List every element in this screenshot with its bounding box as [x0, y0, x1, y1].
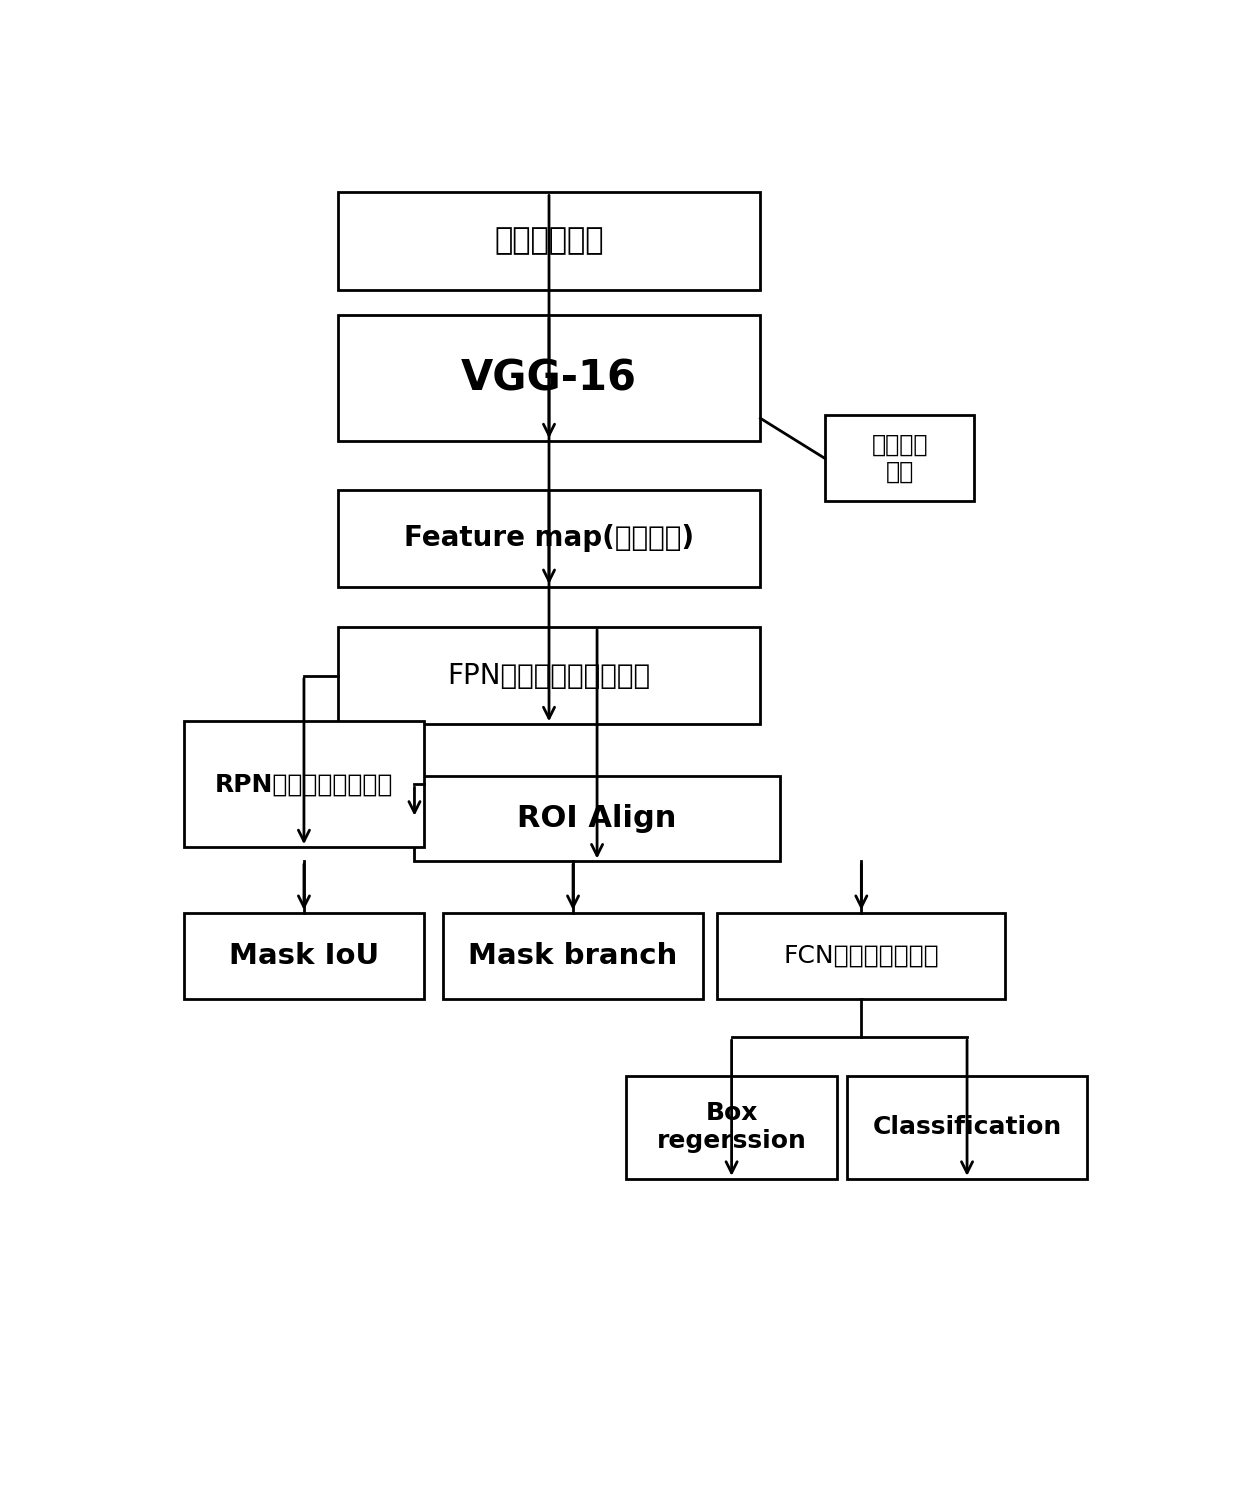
FancyBboxPatch shape [444, 913, 703, 998]
Text: Mask branch: Mask branch [469, 941, 678, 970]
Text: Classification: Classification [873, 1115, 1061, 1139]
Text: VGG-16: VGG-16 [461, 358, 637, 399]
FancyBboxPatch shape [717, 913, 1006, 998]
FancyBboxPatch shape [337, 490, 760, 587]
Text: Feature map(特征图谱): Feature map(特征图谱) [404, 524, 694, 552]
Text: FPN（特征金字塔网络）: FPN（特征金字塔网络） [448, 662, 651, 689]
Text: RPN（区域建议网络）: RPN（区域建议网络） [215, 772, 393, 796]
FancyBboxPatch shape [184, 722, 424, 846]
Text: 加入迁移
学习: 加入迁移 学习 [872, 432, 928, 484]
FancyBboxPatch shape [414, 775, 780, 861]
FancyBboxPatch shape [337, 315, 760, 441]
Text: FCN（全卷积网络）: FCN（全卷积网络） [784, 944, 939, 968]
FancyBboxPatch shape [626, 1075, 837, 1179]
Text: 输入医学图像: 输入医学图像 [495, 227, 604, 255]
FancyBboxPatch shape [337, 627, 760, 725]
Text: Box
regerssion: Box regerssion [657, 1102, 806, 1154]
Text: ROI Align: ROI Align [517, 803, 677, 833]
Text: Mask IoU: Mask IoU [229, 941, 379, 970]
FancyBboxPatch shape [847, 1075, 1087, 1179]
FancyBboxPatch shape [826, 416, 975, 502]
FancyBboxPatch shape [337, 193, 760, 290]
FancyBboxPatch shape [184, 913, 424, 998]
